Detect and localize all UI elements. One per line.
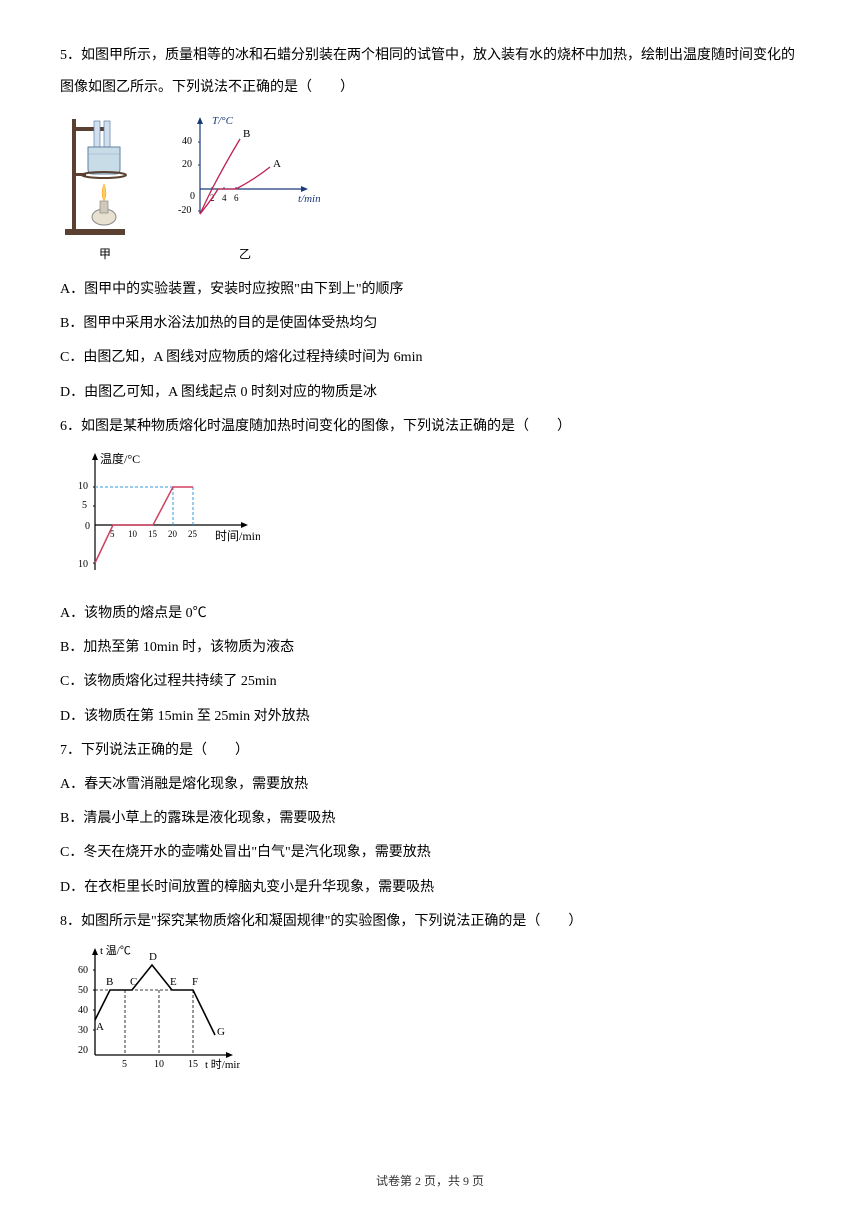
svg-text:50: 50 — [78, 985, 88, 996]
q7-option-d: D．在衣柜里长时间放置的樟脑丸变小是升华现象，需要吸热 — [60, 872, 800, 904]
q7-option-c: C．冬天在烧开水的壶嘴处冒出"白气"是汽化现象，需要放热 — [60, 837, 800, 869]
q6-chart: 温度/°C 时间/min 10 5 0 10 5 10 15 20 25 — [60, 445, 260, 585]
q6-option-d: D．该物质在第 15min 至 25min 对外放热 — [60, 701, 800, 733]
q8-stem: 8．如图所示是"探究某物质熔化和凝固规律"的实验图像，下列说法正确的是（ ） — [60, 906, 800, 938]
svg-text:4: 4 — [222, 193, 227, 203]
svg-text:25: 25 — [188, 529, 198, 539]
q5-figures: 甲 T/°C t/min 40 20 0 -20 2 4 6 — [60, 109, 800, 269]
q5-stem: 5．如图甲所示，质量相等的冰和石蜡分别装在两个相同的试管中，放入装有水的烧杯中加… — [60, 40, 800, 104]
svg-text:A: A — [96, 1021, 104, 1033]
svg-text:6: 6 — [234, 193, 239, 203]
q8-ylabel: t 温/℃ — [100, 944, 131, 957]
q6-option-a: A．该物质的熔点是 0℃ — [60, 598, 800, 630]
q8-xlabel: t 时/min — [205, 1058, 240, 1070]
page-footer: 试卷第 2 页，共 9 页 — [0, 1168, 860, 1196]
q7-stem: 7．下列说法正确的是（ ） — [60, 735, 800, 767]
svg-text:0: 0 — [190, 191, 195, 202]
svg-text:C: C — [130, 976, 137, 988]
q6-option-c: C．该物质熔化过程共持续了 25min — [60, 666, 800, 698]
svg-text:40: 40 — [78, 1005, 88, 1016]
svg-text:10: 10 — [128, 529, 138, 539]
svg-text:30: 30 — [78, 1025, 88, 1036]
svg-text:10: 10 — [78, 559, 88, 570]
q5-option-c: C．由图乙知，A 图线对应物质的熔化过程持续时间为 6min — [60, 342, 800, 374]
svg-text:10: 10 — [154, 1059, 164, 1070]
q5-fig2-label: 乙 — [170, 241, 320, 269]
svg-text:F: F — [192, 976, 198, 988]
q5-option-d: D．由图乙可知，A 图线起点 0 时刻对应的物质是冰 — [60, 377, 800, 409]
q5-fig1-label: 甲 — [60, 241, 150, 269]
svg-text:A: A — [273, 158, 281, 170]
svg-text:20: 20 — [168, 529, 178, 539]
q5-ylabel: T/°C — [212, 115, 234, 127]
q5-xlabel: t/min — [298, 193, 320, 205]
svg-text:D: D — [149, 951, 157, 963]
q7-option-b: B．清晨小草上的露珠是液化现象，需要吸热 — [60, 803, 800, 835]
svg-text:B: B — [243, 128, 250, 140]
q6-xlabel: 时间/min — [215, 529, 260, 543]
svg-text:E: E — [170, 976, 177, 988]
q5-option-a: A．图甲中的实验装置，安装时应按照"由下到上"的顺序 — [60, 274, 800, 306]
svg-text:20: 20 — [78, 1045, 88, 1056]
q6-ylabel: 温度/°C — [100, 451, 140, 466]
svg-text:5: 5 — [122, 1059, 127, 1070]
q6-option-b: B．加热至第 10min 时，该物质为液态 — [60, 632, 800, 664]
q7-option-a: A．春天冰雪消融是熔化现象，需要放热 — [60, 769, 800, 801]
svg-text:G: G — [217, 1026, 225, 1038]
svg-text:B: B — [106, 976, 113, 988]
svg-text:15: 15 — [188, 1059, 198, 1070]
q8-chart: t 温/℃ t 时/min 60 50 40 30 20 5 10 15 A B… — [60, 940, 240, 1070]
svg-text:0: 0 — [85, 521, 90, 532]
svg-text:60: 60 — [78, 965, 88, 976]
svg-text:-20: -20 — [178, 205, 191, 216]
svg-text:40: 40 — [182, 136, 192, 147]
svg-text:10: 10 — [78, 481, 88, 492]
q5-option-b: B．图甲中采用水浴法加热的目的是使固体受热均匀 — [60, 308, 800, 340]
q6-stem: 6．如图是某种物质熔化时温度随加热时间变化的图像，下列说法正确的是（ ） — [60, 411, 800, 443]
svg-text:20: 20 — [182, 159, 192, 170]
q5-chart: T/°C t/min 40 20 0 -20 2 4 6 B A — [170, 109, 320, 269]
svg-text:5: 5 — [82, 500, 87, 511]
svg-text:15: 15 — [148, 529, 158, 539]
q5-apparatus: 甲 — [60, 109, 150, 269]
